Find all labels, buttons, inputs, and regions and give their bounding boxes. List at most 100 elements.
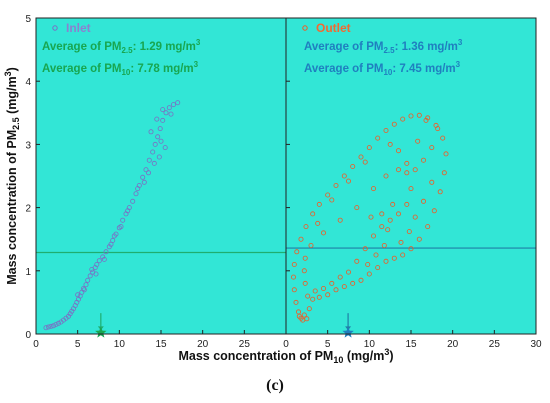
data-point (423, 117, 429, 123)
data-point (67, 311, 73, 317)
data-point (416, 112, 422, 118)
data-point (408, 246, 414, 252)
data-point (350, 280, 356, 286)
data-point (404, 170, 410, 176)
data-point (294, 249, 300, 255)
data-point (120, 217, 126, 223)
data-point (170, 102, 176, 108)
x-tick-label: 5 (75, 339, 81, 350)
data-point (290, 274, 296, 280)
outlet-panel-background (286, 18, 536, 334)
y-tick-label: 2 (25, 204, 31, 215)
data-point (440, 135, 446, 141)
data-point (151, 160, 157, 166)
data-point (306, 306, 312, 312)
data-point (375, 265, 381, 271)
data-point (383, 127, 389, 133)
data-point (103, 249, 109, 255)
outlet-average-pm25: Average of PM2.5: 1.36 mg/m3 (304, 38, 463, 55)
data-point (302, 255, 308, 261)
mean-pm10-star (342, 326, 354, 338)
data-point (51, 323, 57, 329)
data-point (152, 141, 158, 147)
data-point (390, 201, 396, 207)
data-point (168, 111, 174, 117)
data-point (431, 208, 437, 214)
data-point (160, 117, 166, 123)
inlet-legend-marker (52, 25, 58, 31)
data-point (301, 312, 307, 318)
data-point (118, 224, 124, 230)
outlet-average-pm10: Average of PM10: 7.45 mg/m3 (304, 60, 461, 77)
data-point (406, 229, 412, 235)
x-tick-label: 15 (405, 339, 417, 350)
data-point (362, 246, 368, 252)
data-point (83, 282, 89, 288)
x-tick-label: 25 (239, 339, 251, 350)
x-tick-label: 25 (489, 339, 501, 350)
data-point (383, 173, 389, 179)
data-point (135, 186, 141, 192)
data-point (443, 151, 449, 157)
data-point (94, 261, 100, 267)
data-point (53, 321, 59, 327)
data-point (154, 116, 160, 122)
data-point (362, 159, 368, 165)
data-point (400, 116, 406, 122)
data-point (133, 191, 139, 197)
data-point (87, 273, 93, 279)
data-point (81, 287, 87, 293)
outlet-points (290, 112, 449, 323)
data-point (329, 280, 335, 286)
data-point (333, 287, 339, 293)
data-point (320, 285, 326, 291)
outlet-legend-label: Outlet (316, 21, 351, 35)
data-point (155, 134, 161, 140)
x-tick-label: 10 (364, 339, 376, 350)
x-tick-label: 20 (197, 339, 209, 350)
data-point (337, 217, 343, 223)
data-point (404, 201, 410, 207)
x-tick-label: 30 (530, 339, 542, 350)
x-tick-label: 0 (283, 339, 289, 350)
mean-lines (36, 247, 536, 254)
data-point (166, 105, 172, 111)
inlet-legend: Inlet (52, 21, 91, 35)
data-point (305, 293, 311, 299)
inlet-legend-label: Inlet (66, 21, 91, 35)
data-point (333, 182, 339, 188)
data-point (358, 277, 364, 283)
data-point (345, 269, 351, 275)
data-point (370, 233, 376, 239)
data-point (312, 288, 318, 294)
data-point (308, 242, 314, 248)
data-point (395, 167, 401, 173)
mean-pm10-star (95, 326, 107, 338)
data-point (368, 214, 374, 220)
data-point (146, 157, 152, 163)
data-point (441, 170, 447, 176)
data-point (350, 163, 356, 169)
data-point (43, 325, 49, 331)
data-point (420, 198, 426, 204)
data-point (379, 211, 385, 217)
x-tick-label: 0 (33, 339, 39, 350)
data-point (310, 211, 316, 217)
data-point (93, 271, 99, 277)
data-point (316, 201, 322, 207)
data-point (395, 211, 401, 217)
data-point (358, 154, 364, 160)
data-point (404, 160, 410, 166)
x-tick-label: 10 (114, 339, 126, 350)
data-point (437, 189, 443, 195)
data-point (108, 241, 114, 247)
data-point (101, 256, 107, 262)
data-point (304, 316, 310, 322)
data-point (56, 320, 62, 326)
x-axis-label: Mass concentration of PM10 (mg/m3) (178, 347, 393, 365)
data-point (329, 197, 335, 203)
data-point (298, 236, 304, 242)
data-point (140, 174, 146, 180)
data-point (100, 254, 106, 260)
